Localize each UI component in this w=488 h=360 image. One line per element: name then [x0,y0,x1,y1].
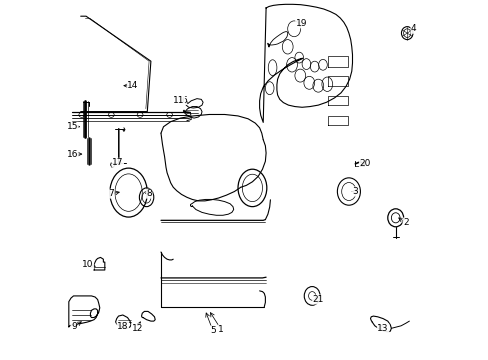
Text: 1: 1 [218,325,224,334]
Text: 3: 3 [352,187,358,196]
Text: 20: 20 [359,159,370,168]
Text: 16: 16 [66,150,78,158]
Text: 14: 14 [127,81,138,90]
Text: 7: 7 [108,189,114,198]
Text: 9: 9 [71,323,77,331]
Text: 6: 6 [181,95,186,104]
Text: 13: 13 [377,324,388,333]
Text: 15: 15 [66,122,78,131]
Text: 5: 5 [209,326,215,335]
Text: 17: 17 [112,158,123,167]
Text: 18: 18 [117,323,128,331]
Text: 2: 2 [402,218,408,227]
Text: 21: 21 [312,295,324,304]
Text: 11: 11 [173,96,184,105]
Text: 19: 19 [295,19,306,28]
Text: 12: 12 [131,324,142,333]
Text: 8: 8 [146,189,152,198]
Text: 10: 10 [82,260,94,269]
Text: 4: 4 [410,24,416,33]
